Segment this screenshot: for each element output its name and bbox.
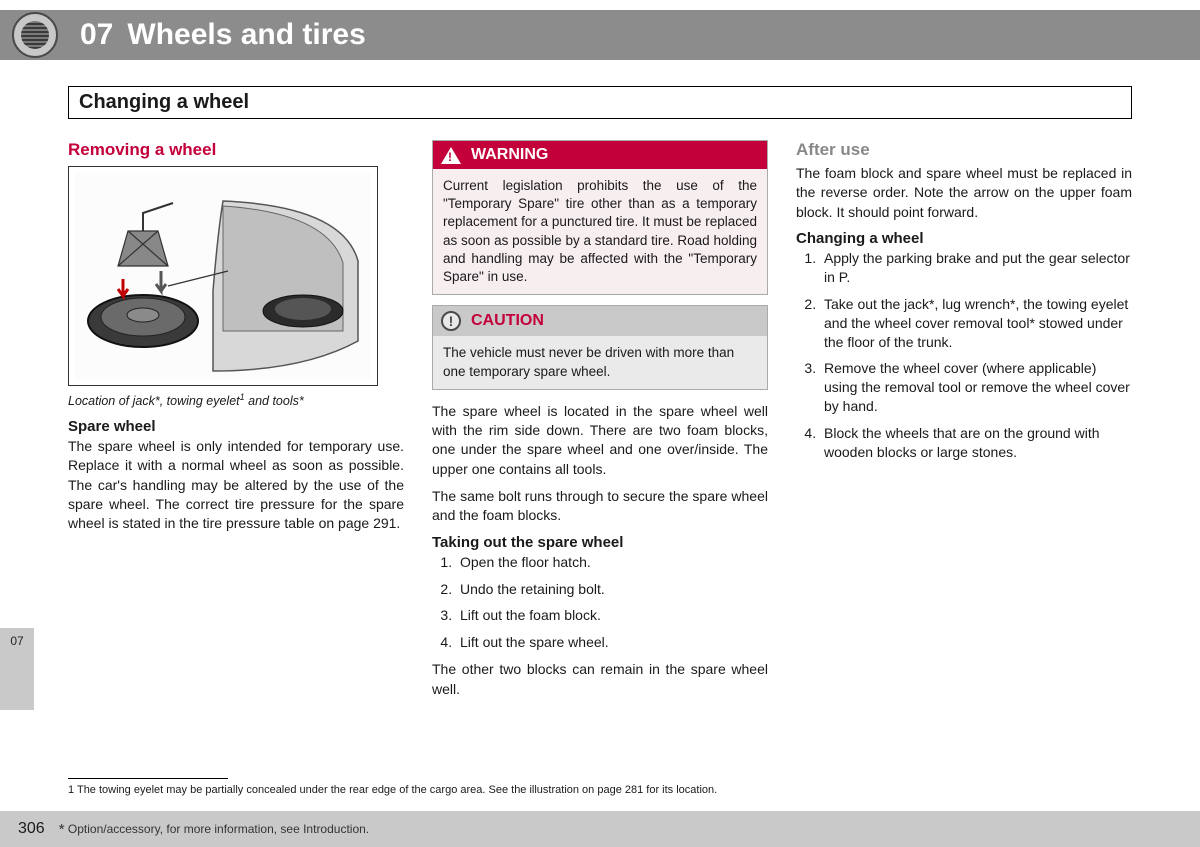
column-1: Removing a wheel	[68, 140, 404, 783]
changing-wheel-heading: Changing a wheel	[796, 230, 1132, 247]
spare-location-p2: The same bolt runs through to secure the…	[432, 487, 768, 526]
footer-bar: 306 * Option/accessory, for more informa…	[0, 811, 1200, 847]
after-use-body: The foam block and spare wheel must be r…	[796, 164, 1132, 222]
caution-body: The vehicle must never be driven with mo…	[433, 336, 767, 388]
spare-wheel-body: The spare wheel is only intended for tem…	[68, 437, 404, 534]
footnote-text: 1 The towing eyelet may be partially con…	[68, 783, 1132, 797]
remaining-blocks-p: The other two blocks can remain in the s…	[432, 660, 768, 699]
warning-box: WARNING Current legislation prohibits th…	[432, 140, 768, 295]
list-item: Apply the parking brake and put the gear…	[820, 249, 1132, 287]
column-2: WARNING Current legislation prohibits th…	[432, 140, 768, 783]
warning-body: Current legislation prohibits the use of…	[433, 169, 767, 294]
footer-note-text: Option/accessory, for more information, …	[68, 822, 369, 836]
tire-icon	[12, 12, 58, 58]
spare-wheel-heading: Spare wheel	[68, 418, 404, 435]
list-item: Open the floor hatch.	[456, 553, 768, 572]
content-columns: Removing a wheel	[68, 140, 1132, 783]
list-item: Take out the jack*, lug wrench*, the tow…	[820, 295, 1132, 352]
chapter-header: 07 Wheels and tires	[0, 10, 1200, 60]
caption-pre: Location of jack*, towing eyelet	[68, 394, 240, 408]
removing-heading: Removing a wheel	[68, 140, 404, 160]
caution-label: CAUTION	[471, 312, 544, 330]
jack-location-figure	[68, 166, 378, 386]
list-item: Lift out the foam block.	[456, 606, 768, 625]
after-use-heading: After use	[796, 140, 1132, 160]
caution-icon: !	[441, 311, 461, 331]
chapter-number: 07	[80, 18, 113, 52]
warning-label: WARNING	[471, 146, 548, 164]
footnote-rule	[68, 778, 228, 779]
taking-out-heading: Taking out the spare wheel	[432, 534, 768, 551]
section-title: Changing a wheel	[79, 91, 1121, 114]
list-item: Block the wheels that are on the ground …	[820, 424, 1132, 462]
chapter-title: Wheels and tires	[127, 18, 365, 52]
figure-caption: Location of jack*, towing eyelet1 and to…	[68, 392, 404, 408]
caution-box: ! CAUTION The vehicle must never be driv…	[432, 305, 768, 389]
jack-illustration-svg	[73, 171, 373, 381]
warning-icon	[441, 147, 461, 164]
warning-header: WARNING	[433, 141, 767, 169]
caption-post: and tools*	[245, 394, 304, 408]
list-item: Lift out the spare wheel.	[456, 633, 768, 652]
column-3: After use The foam block and spare wheel…	[796, 140, 1132, 783]
page-number: 306	[18, 820, 45, 838]
section-title-box: Changing a wheel	[68, 86, 1132, 119]
footnote-area: 1 The towing eyelet may be partially con…	[68, 760, 1132, 797]
taking-out-steps: Open the floor hatch. Undo the retaining…	[432, 553, 768, 653]
caution-header: ! CAUTION	[433, 306, 767, 336]
changing-wheel-steps: Apply the parking brake and put the gear…	[796, 249, 1132, 462]
side-tab: 07	[0, 628, 34, 710]
footer-note: * Option/accessory, for more information…	[59, 821, 369, 838]
spare-location-p1: The spare wheel is located in the spare …	[432, 402, 768, 479]
list-item: Remove the wheel cover (where applicable…	[820, 359, 1132, 416]
list-item: Undo the retaining bolt.	[456, 580, 768, 599]
